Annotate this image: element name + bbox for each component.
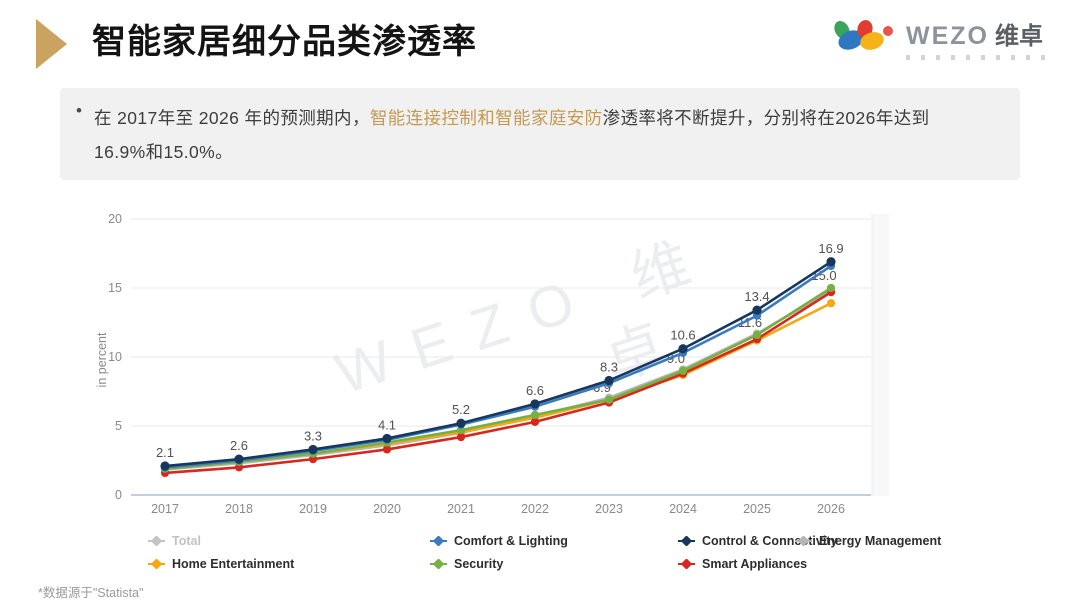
data-point (234, 454, 244, 464)
data-point (604, 375, 614, 386)
series-line (164, 291, 832, 475)
x-tick: 2026 (817, 502, 845, 516)
legend-marker-icon (678, 536, 695, 546)
data-point (678, 366, 688, 375)
data-point (604, 395, 614, 404)
legend-label: Energy Management (819, 534, 942, 548)
data-point (530, 399, 540, 409)
legend-label: Smart Appliances (702, 557, 808, 571)
x-tick: 2023 (595, 502, 623, 516)
point-label: 3.3 (304, 428, 322, 443)
point-label: 2.1 (156, 445, 174, 460)
y-tick: 10 (108, 350, 122, 364)
x-tick: 2019 (299, 502, 327, 516)
logo-brand-cn: 维卓 (995, 23, 1043, 50)
insight-text-before: 在 2017年至 2026 年的预测期内， (94, 108, 370, 128)
legend-marker-icon (430, 536, 447, 546)
y-tick: 20 (108, 212, 122, 226)
logo-brand: WEZO (906, 22, 989, 50)
legend-marker-icon (678, 559, 695, 569)
title-arrow-icon (36, 19, 67, 69)
chart-legend: Total Comfort & Lighting Control & Connect… (133, 532, 1013, 580)
data-point (308, 444, 318, 455)
legend-label: Comfort & Lighting (454, 534, 568, 548)
wezo-logo: WEZO 维卓 (832, 16, 1054, 60)
insight-text-after: 渗透率将不断提升，分别将在2026年达到 (602, 108, 930, 128)
point-label: 8.3 (600, 359, 618, 374)
legend-item-energy-management: Energy Management (795, 532, 941, 550)
point-label: 2.6 (230, 438, 248, 453)
data-point (456, 432, 466, 442)
point-label: 6.6 (526, 383, 544, 398)
series-line (164, 286, 832, 471)
data-point (752, 330, 762, 340)
slide-title: 智能家居细分品类渗透率 (92, 23, 477, 61)
data-point (382, 433, 392, 444)
y-axis-label: in percent (95, 332, 109, 387)
y-tick: 0 (115, 488, 122, 502)
data-point (752, 305, 762, 315)
legend-item-total: Total (148, 532, 201, 550)
legend-marker-icon (148, 536, 165, 546)
y-tick: 15 (108, 281, 122, 295)
series-line (164, 264, 832, 469)
x-tick: 2021 (447, 502, 475, 516)
data-point (678, 344, 688, 354)
data-point (826, 283, 836, 293)
x-tick: 2020 (373, 502, 401, 516)
legend-label: Home Entertainment (172, 557, 295, 571)
data-point (530, 417, 540, 426)
data-point (826, 299, 836, 308)
x-tick: 2022 (521, 502, 549, 516)
legend-marker-icon (430, 559, 447, 569)
insight-line2: 16.9%和15.0%。 (94, 142, 234, 162)
legend-item-security: Security (430, 555, 503, 573)
legend-label: Security (454, 557, 504, 571)
wezo-logo-mark-icon (834, 20, 893, 50)
series-line (164, 260, 832, 468)
x-tick: 2017 (151, 502, 179, 516)
x-tick: 2018 (225, 502, 253, 516)
data-point (382, 445, 392, 454)
bullet-marker: • (76, 101, 82, 120)
x-tick: 2025 (743, 502, 771, 516)
chart-area: WEZO 维卓 0 5 10 15 20 in percent 2017 2018 2019 202… (95, 200, 941, 578)
point-label: 10.6 (670, 328, 695, 343)
legend-item-home-entertainment: Home Entertainment (148, 555, 294, 573)
insight-box: • 在 2017年至 2026 年的预测期内，智能连接控制和智能家庭安防渗透率将… (60, 88, 1020, 180)
data-point (456, 418, 466, 428)
insight-highlight: 智能连接控制和智能家庭安防 (369, 108, 603, 128)
data-point (160, 461, 170, 471)
data-point (530, 410, 540, 420)
insight-text: 在 2017年至 2026 年的预测期内，智能连接控制和智能家庭安防渗透率将不断… (94, 101, 1000, 169)
point-label: 4.1 (378, 417, 396, 432)
legend-label: Total (172, 534, 201, 548)
point-label: 5.2 (452, 402, 470, 417)
data-point (826, 257, 836, 267)
y-tick: 5 (115, 419, 122, 433)
legend-item-comfort-lighting: Comfort & Lighting (430, 532, 568, 550)
source-footnote: *数据源于"Statista" (38, 586, 144, 600)
legend-marker-icon (795, 536, 812, 546)
x-tick: 2024 (669, 502, 697, 516)
logo-tagline (906, 55, 1054, 60)
point-label: 16.9 (818, 241, 843, 256)
legend-marker-icon (148, 559, 165, 569)
point-label: 13.4 (744, 289, 769, 304)
legend-item-smart-appliances: Smart Appliances (678, 555, 807, 573)
